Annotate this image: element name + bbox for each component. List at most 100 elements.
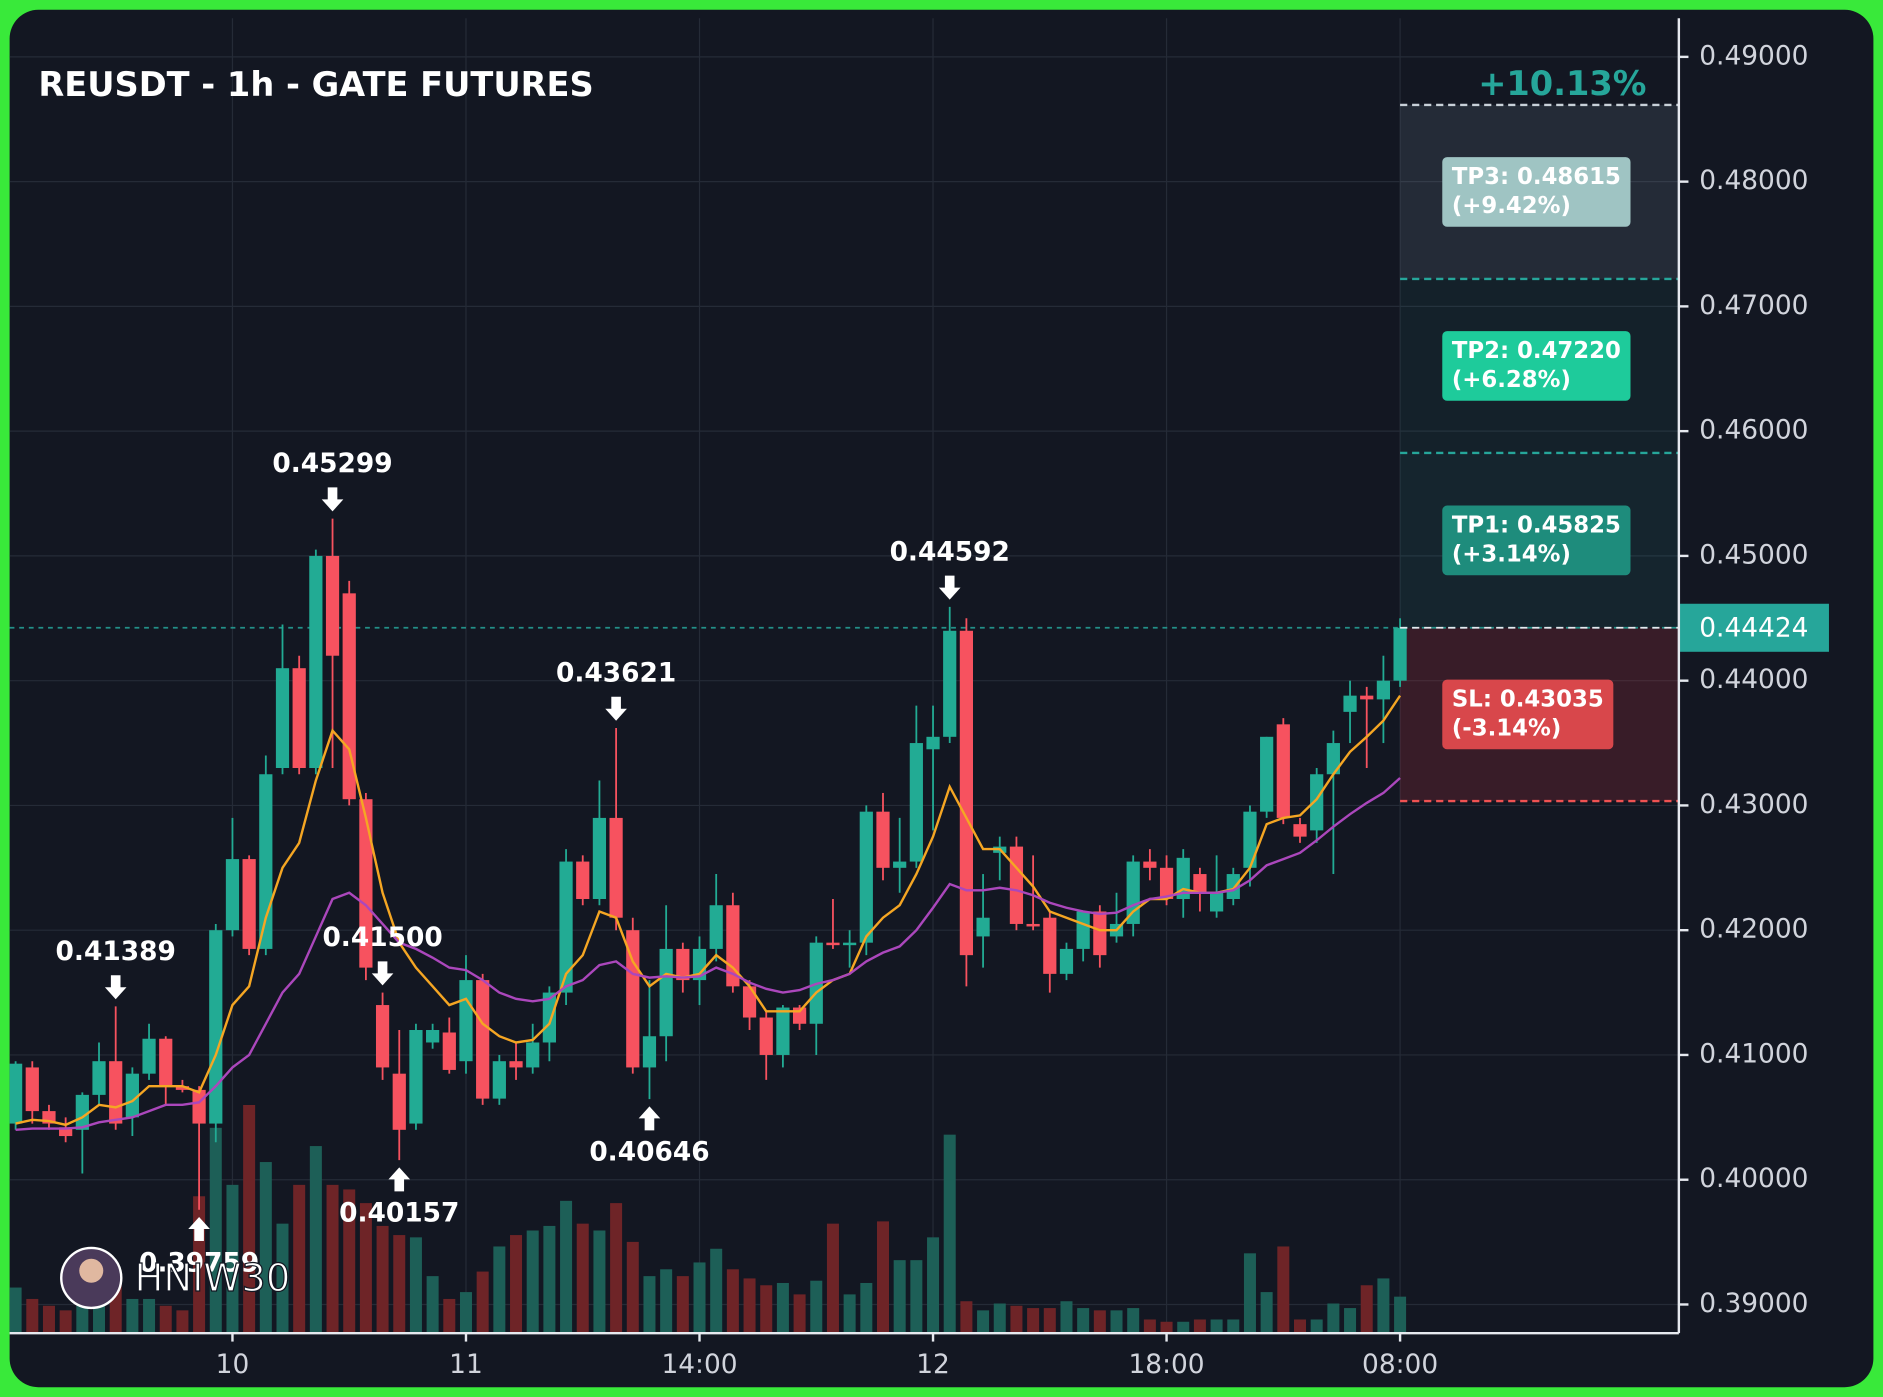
volume-bar [1160, 1321, 1173, 1334]
target-change: (-3.14%) [1452, 715, 1561, 741]
annotation-arrow [321, 487, 344, 512]
candle-body [576, 861, 590, 900]
candle-body [859, 811, 873, 943]
candle-body [9, 1063, 23, 1124]
candle-body [642, 1036, 657, 1068]
volume-bar [927, 1237, 940, 1334]
candle-body [109, 1061, 123, 1124]
candle-body [125, 1073, 139, 1118]
volume-bar [376, 1225, 389, 1334]
y-tick-label: 0.48000 [1699, 165, 1808, 196]
volume-bar [1077, 1308, 1090, 1334]
candle-body [1076, 911, 1090, 949]
target-box [1442, 679, 1614, 750]
candle-body [659, 948, 673, 1037]
volume-bar [426, 1276, 439, 1334]
volume-bar [776, 1282, 789, 1334]
volume-bar [943, 1134, 956, 1334]
x-tick-label: 08:00 [1362, 1349, 1438, 1380]
candle-body [926, 736, 940, 750]
volume-bar [1027, 1308, 1040, 1334]
volume-bar [26, 1298, 39, 1334]
candle-body [359, 799, 373, 968]
candle-body [759, 1017, 773, 1055]
annotation-label: 0.40646 [589, 1137, 709, 1168]
candle-body [959, 630, 973, 956]
volume-bar [1394, 1296, 1407, 1334]
candle-body [242, 859, 256, 949]
volume-bar [1143, 1319, 1156, 1334]
y-tick-label: 0.42000 [1699, 914, 1808, 945]
volume-bar [693, 1262, 706, 1334]
volume-bar [1177, 1321, 1190, 1334]
candle-body [843, 942, 857, 946]
annotation-label: 0.41500 [322, 922, 442, 953]
volume-bar [860, 1282, 873, 1334]
volume-bar [1293, 1319, 1307, 1334]
candle-body [442, 1032, 456, 1070]
volume-bar [309, 1146, 322, 1334]
y-tick-label: 0.44000 [1699, 664, 1808, 695]
candle-body [1059, 948, 1074, 974]
volume-bar [876, 1221, 889, 1334]
price-tag [1678, 603, 1829, 652]
candle-body [709, 905, 723, 949]
candle-body [1009, 846, 1024, 924]
candle-body [976, 917, 990, 937]
volume-bar [1010, 1305, 1023, 1334]
annotation-arrow [388, 1167, 411, 1192]
volume-bar [743, 1278, 756, 1334]
y-tick-label: 0.46000 [1699, 415, 1808, 446]
volume-bar [810, 1280, 823, 1334]
volume-bar [1360, 1285, 1373, 1334]
candle-body [25, 1067, 39, 1112]
candle-body [342, 593, 356, 800]
candle-body [893, 861, 907, 868]
volume-bar [543, 1225, 556, 1334]
volume-bar [760, 1285, 773, 1334]
target-label: SL: 0.43035 [1452, 687, 1604, 713]
target-label: TP1: 0.45825 [1452, 512, 1621, 538]
candle-body [1276, 724, 1290, 818]
candle-body [542, 992, 556, 1043]
candle-body [559, 861, 573, 993]
y-tick-label: 0.45000 [1699, 539, 1808, 570]
volume-bar [660, 1269, 673, 1334]
target-change: (+9.42%) [1452, 193, 1571, 219]
candle-body [876, 811, 890, 868]
volume-bar [1243, 1253, 1256, 1334]
volume-bar [293, 1184, 306, 1334]
y-tick-label: 0.41000 [1699, 1038, 1808, 1069]
annotation-label: 0.45299 [272, 448, 392, 479]
candle-body [1376, 680, 1391, 700]
volume-bar [993, 1303, 1006, 1334]
volume-bar [443, 1298, 456, 1334]
avatar-face [79, 1258, 104, 1283]
chart-panel [9, 9, 1874, 1388]
y-tick-label: 0.40000 [1699, 1163, 1808, 1194]
volume-bar [459, 1292, 472, 1334]
volume-bar [893, 1260, 906, 1334]
y-tick-label: 0.47000 [1699, 290, 1808, 321]
volume-bar [126, 1298, 139, 1334]
volume-bar [676, 1276, 689, 1334]
moving-average [15, 777, 1401, 1132]
candle-body [392, 1073, 406, 1130]
volume-bar [1344, 1308, 1357, 1334]
candle-body [1343, 695, 1357, 712]
volume-bar [159, 1305, 172, 1334]
candle-body [292, 668, 306, 769]
target-label: TP2: 0.47220 [1452, 338, 1621, 364]
volume-bar [510, 1235, 523, 1334]
annotation-label: 0.40157 [339, 1198, 459, 1229]
volume-bar [243, 1105, 256, 1334]
volume-bar [476, 1271, 489, 1334]
candle-layer [9, 518, 1407, 1210]
candle-body [909, 743, 923, 862]
volume-bar [643, 1276, 656, 1334]
candle-body [459, 980, 473, 1062]
annotation-arrow [188, 1216, 210, 1242]
candle-body [209, 930, 223, 1124]
